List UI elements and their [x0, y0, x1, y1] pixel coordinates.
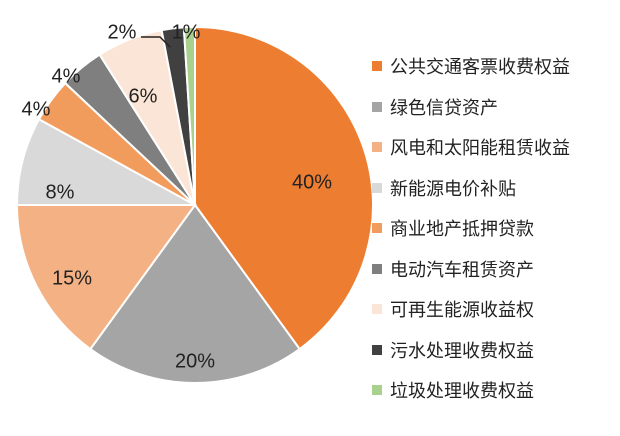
legend-item-2: 绿色信贷资产: [372, 87, 617, 128]
data-label-9: 1%: [172, 21, 201, 43]
legend-label: 垃圾处理收费权益: [390, 381, 534, 403]
legend-item-1: 公共交通客票收费权益: [372, 46, 617, 87]
legend-item-9: 垃圾处理收费权益: [372, 370, 617, 411]
legend-item-5: 商业地产抵押贷款: [372, 208, 617, 249]
legend-swatch: [372, 263, 382, 274]
legend-swatch: [372, 344, 382, 355]
pie-data-labels: 40% 20% 15% 8% 4%4% 6% 2% 1%: [22, 21, 333, 372]
legend-label: 商业地产抵押贷款: [390, 219, 534, 241]
pie-slices: [15, 25, 374, 384]
data-label-5: 4%: [22, 98, 51, 120]
legend-item-4: 新能源电价补贴: [372, 168, 617, 209]
data-label-6: 4%: [52, 65, 81, 87]
data-label-7: 6%: [129, 85, 158, 107]
legend-swatch: [372, 61, 382, 72]
legend-label: 新能源电价补贴: [390, 178, 516, 200]
leader-line-2pct: [141, 36, 171, 48]
legend-item-8: 污水处理收费权益: [372, 330, 617, 371]
legend-swatch: [372, 385, 382, 396]
chart-legend: 公共交通客票收费权益 绿色信贷资产风电和太阳能租赁收益 新能源电价补贴 商业地产抵押贷…: [372, 46, 617, 411]
data-label-4: 8%: [46, 181, 75, 203]
pie-slice-4: [15, 117, 196, 206]
legend-label: 污水处理收费权益: [390, 340, 534, 362]
pie-slice-1: [194, 25, 374, 351]
data-label-2: 20%: [175, 350, 215, 372]
legend-swatch: [372, 182, 382, 193]
legend-label: 电动汽车租赁资产: [390, 259, 534, 281]
data-label-8: 2%: [108, 21, 137, 43]
legend-swatch: [372, 304, 382, 315]
data-label-1: 40%: [292, 171, 332, 193]
legend-swatch: [372, 101, 382, 112]
legend-swatch: [372, 223, 382, 234]
pie-slice-2: [88, 203, 302, 384]
data-label-3: 15%: [52, 267, 92, 289]
pie-slice-3: [15, 204, 197, 351]
legend-label: 可再生能源收益权: [390, 300, 534, 322]
legend-item-6: 电动汽车租赁资产: [372, 249, 617, 290]
legend-item-3: 风电和太阳能租赁收益: [372, 127, 617, 168]
legend-swatch: [372, 142, 382, 153]
legend-item-7: 可再生能源收益权: [372, 289, 617, 330]
pie-slice-9: [182, 25, 196, 206]
legend-label: 风电和太阳能租赁收益: [390, 138, 570, 160]
legend-label: 公共交通客票收费权益: [390, 57, 570, 79]
legend-label: 绿色信贷资产: [390, 97, 498, 119]
pie-leader-lines: [141, 36, 171, 48]
